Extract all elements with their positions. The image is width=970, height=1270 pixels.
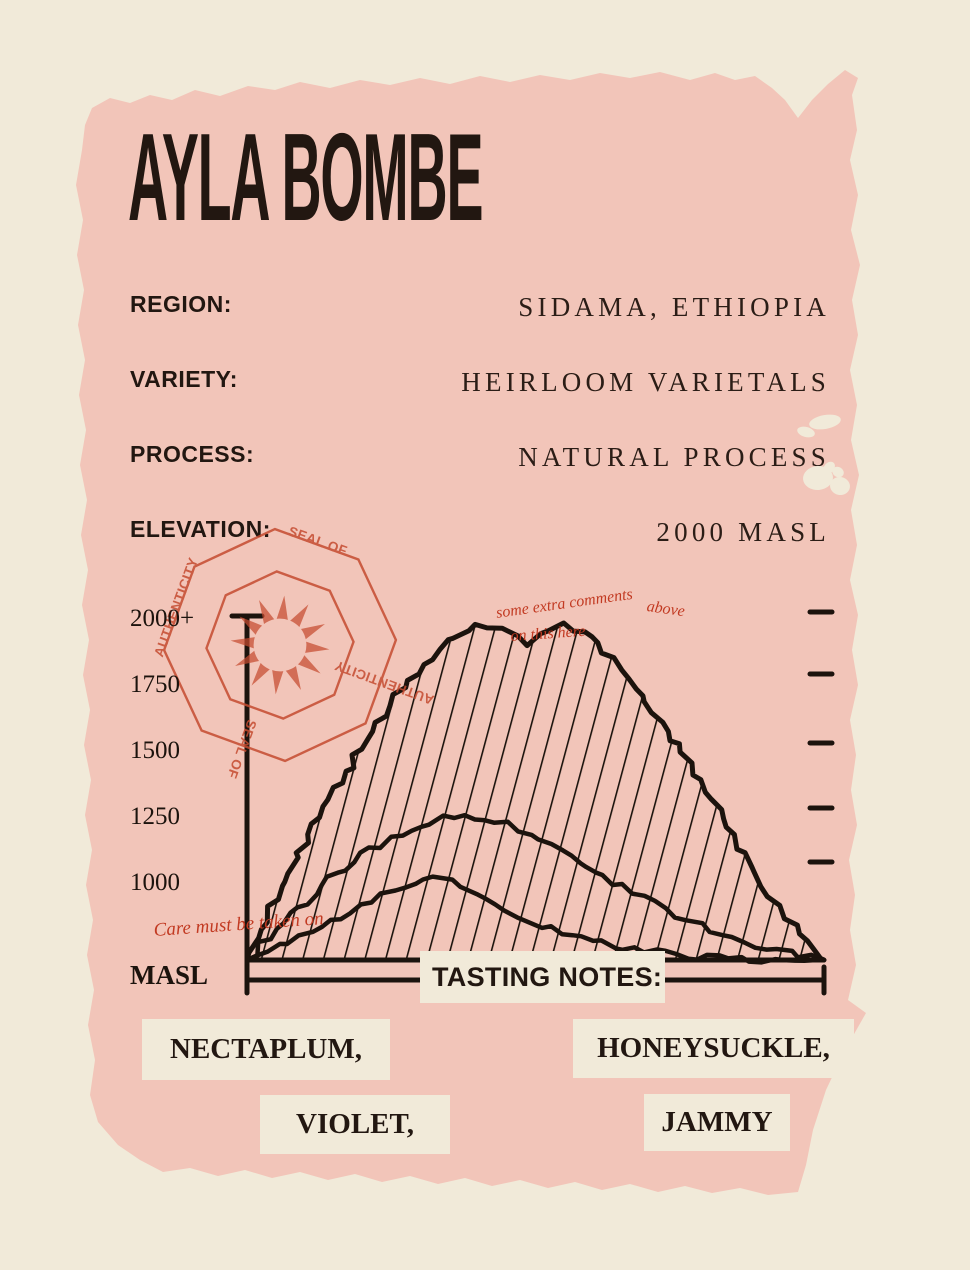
svg-text:SEAL OF: SEAL OF — [286, 524, 349, 559]
